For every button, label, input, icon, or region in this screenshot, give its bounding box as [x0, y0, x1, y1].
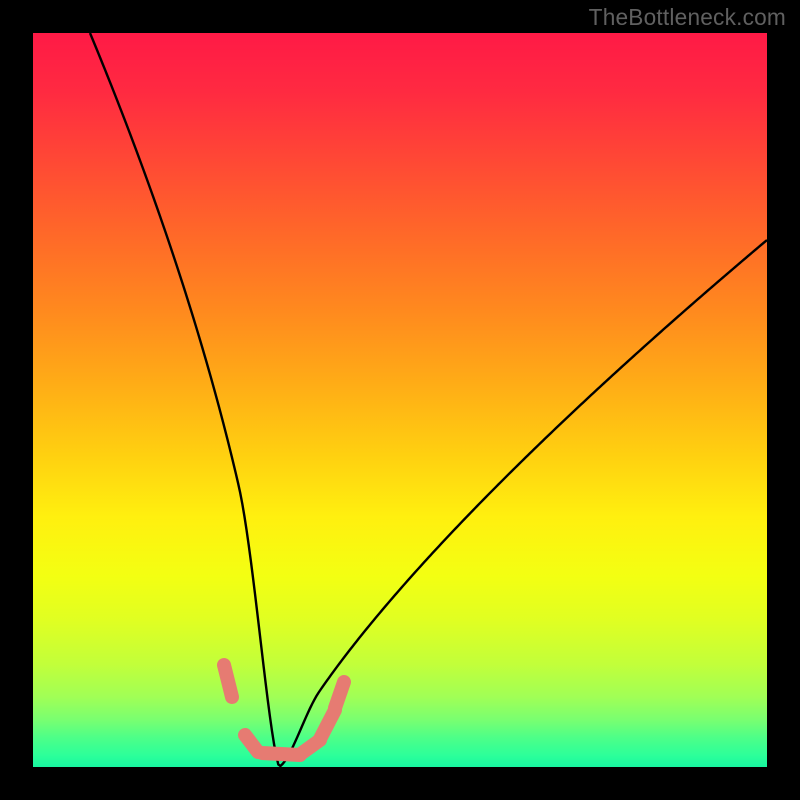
highlight-segment: [262, 753, 300, 755]
gradient-background: [33, 33, 767, 767]
bottleneck-curve-chart: [0, 0, 800, 800]
watermark-text: TheBottleneck.com: [589, 4, 786, 31]
highlight-segment: [335, 682, 344, 708]
highlight-segment: [224, 665, 232, 697]
figure-container: TheBottleneck.com: [0, 0, 800, 800]
